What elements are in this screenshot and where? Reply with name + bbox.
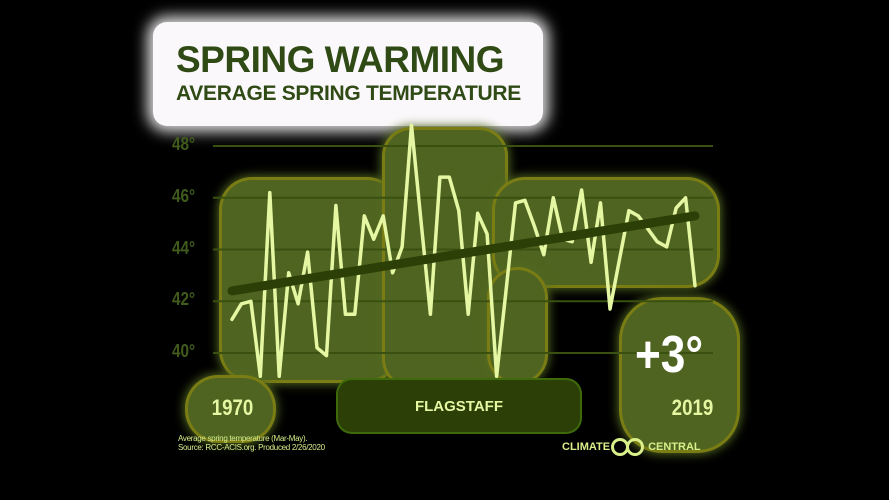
change-annotation: +3° bbox=[635, 326, 704, 384]
brand-logo: CLIMATE CENTRAL bbox=[562, 438, 701, 456]
end-year-label: 2019 bbox=[671, 395, 714, 420]
y-tick-label: 46° bbox=[172, 185, 196, 206]
chart-title: SPRING WARMING bbox=[176, 39, 505, 80]
brand-right-text: CENTRAL bbox=[648, 441, 701, 453]
footnote-line-2: Source: RCC-ACIS.org. Produced 2/26/2020 bbox=[178, 443, 325, 452]
y-tick-label: 44° bbox=[172, 237, 196, 258]
chart-subtitle: AVERAGE SPRING TEMPERATURE bbox=[176, 82, 521, 105]
y-tick-label: 40° bbox=[172, 341, 196, 361]
brand-left-text: CLIMATE bbox=[562, 441, 611, 453]
footnote-line-1: Average spring temperature (Mar-May). bbox=[178, 434, 308, 443]
temperature-line bbox=[230, 123, 697, 379]
start-year-label: 1970 bbox=[211, 395, 254, 420]
y-tick-label: 48° bbox=[172, 134, 196, 154]
title-panel bbox=[153, 22, 543, 126]
y-tick-label: 42° bbox=[172, 289, 196, 310]
glow-start-year bbox=[188, 378, 273, 440]
climate-central-icon bbox=[611, 438, 645, 456]
location-panel bbox=[338, 380, 580, 432]
trend-line bbox=[227, 211, 700, 296]
glow-delta bbox=[622, 300, 737, 450]
location-label: FLAGSTAFF bbox=[414, 398, 504, 415]
